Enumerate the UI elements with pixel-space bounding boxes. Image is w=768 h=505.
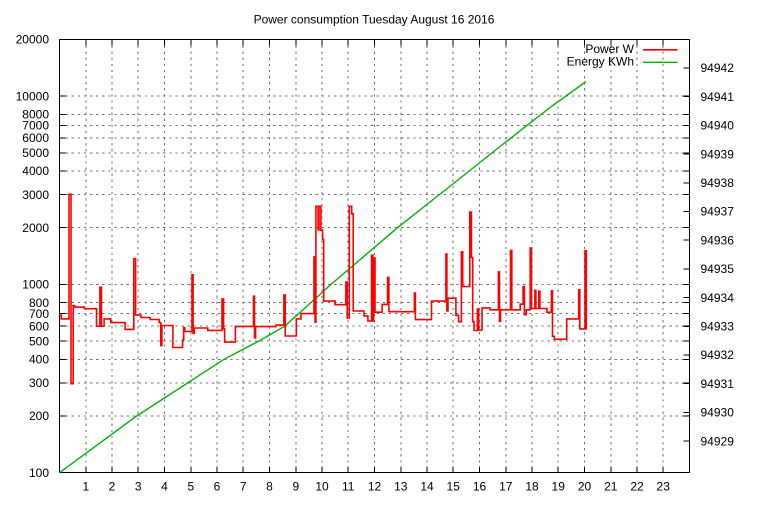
svg-text:14: 14	[420, 480, 434, 494]
svg-text:94938: 94938	[701, 176, 735, 190]
svg-text:22: 22	[630, 480, 644, 494]
svg-text:800: 800	[29, 296, 49, 310]
svg-text:94940: 94940	[701, 119, 735, 133]
svg-text:500: 500	[29, 334, 49, 348]
svg-text:6000: 6000	[22, 131, 49, 145]
svg-text:20: 20	[578, 480, 592, 494]
svg-text:12: 12	[368, 480, 382, 494]
svg-text:8000: 8000	[22, 108, 49, 122]
svg-text:94937: 94937	[701, 205, 735, 219]
svg-text:4: 4	[161, 480, 168, 494]
svg-text:7000: 7000	[22, 119, 49, 133]
svg-text:8: 8	[266, 480, 273, 494]
svg-text:600: 600	[29, 319, 49, 333]
svg-text:2: 2	[109, 480, 116, 494]
svg-text:94935: 94935	[701, 262, 735, 276]
svg-text:300: 300	[29, 376, 49, 390]
svg-text:20000: 20000	[16, 33, 50, 47]
svg-text:94932: 94932	[701, 348, 735, 362]
svg-text:94942: 94942	[701, 61, 735, 75]
svg-text:7: 7	[240, 480, 247, 494]
svg-text:1000: 1000	[22, 278, 49, 292]
svg-text:11: 11	[342, 480, 355, 494]
svg-text:6: 6	[214, 480, 221, 494]
svg-text:94936: 94936	[701, 233, 735, 247]
svg-text:94929: 94929	[701, 434, 735, 448]
svg-text:94939: 94939	[701, 147, 735, 161]
svg-text:15: 15	[447, 480, 461, 494]
svg-text:21: 21	[604, 480, 618, 494]
svg-text:5000: 5000	[22, 146, 49, 160]
svg-text:Power W: Power W	[585, 42, 634, 56]
svg-text:3: 3	[135, 480, 142, 494]
svg-text:2000: 2000	[22, 221, 49, 235]
svg-text:17: 17	[499, 480, 513, 494]
svg-text:94931: 94931	[701, 377, 735, 391]
svg-text:10: 10	[315, 480, 329, 494]
svg-text:Energy KWh: Energy KWh	[567, 54, 634, 68]
svg-text:1: 1	[82, 480, 89, 494]
svg-text:16: 16	[473, 480, 487, 494]
svg-text:23: 23	[657, 480, 671, 494]
svg-text:9: 9	[292, 480, 299, 494]
svg-text:100: 100	[29, 466, 49, 480]
svg-text:94930: 94930	[701, 406, 735, 420]
svg-text:5: 5	[187, 480, 194, 494]
svg-text:94933: 94933	[701, 320, 735, 334]
svg-text:18: 18	[525, 480, 539, 494]
svg-text:200: 200	[29, 409, 49, 423]
svg-text:Power consumption Tuesday Augu: Power consumption Tuesday August 16 2016	[254, 12, 495, 26]
svg-text:4000: 4000	[22, 164, 49, 178]
svg-text:3000: 3000	[22, 188, 49, 202]
svg-text:400: 400	[29, 353, 49, 367]
svg-text:700: 700	[29, 307, 49, 321]
svg-text:19: 19	[552, 480, 566, 494]
svg-text:10000: 10000	[16, 89, 50, 103]
svg-text:94941: 94941	[701, 90, 735, 104]
svg-text:94934: 94934	[701, 291, 735, 305]
svg-text:13: 13	[394, 480, 408, 494]
